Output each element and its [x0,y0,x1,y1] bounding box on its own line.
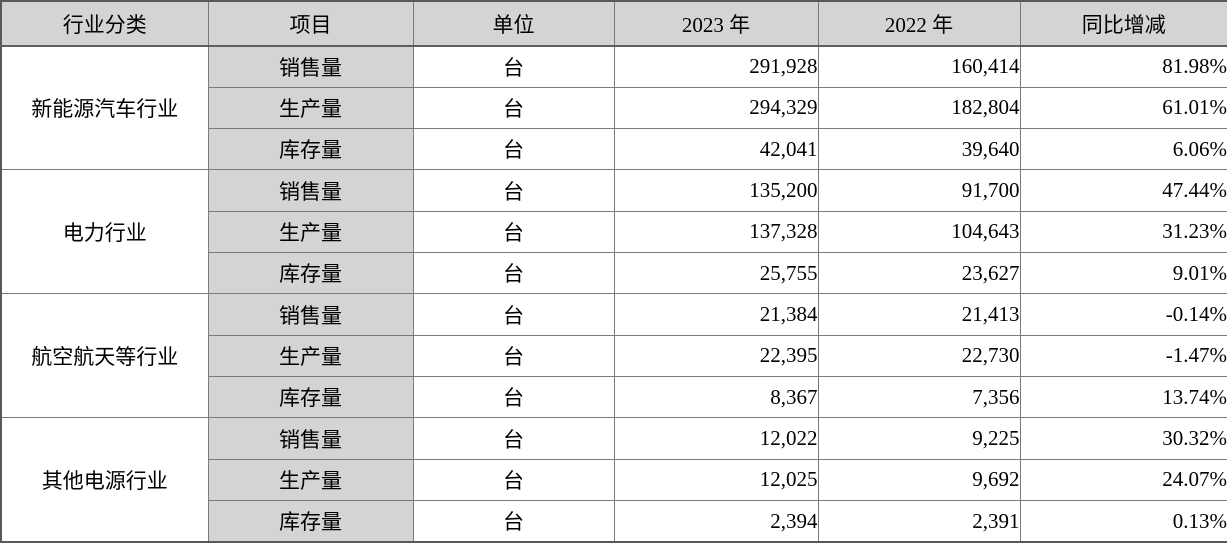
item-cell: 销售量 [207,169,414,212]
item-cell: 销售量 [207,417,414,460]
value-2023-cell: 2,394 [613,500,819,543]
item-cell: 生产量 [207,210,414,254]
header-row: 行业分类 项目 单位 2023 年 2022 年 同比增减 [0,0,1227,47]
industry-cell: 其他电源行业 [0,417,209,543]
table-row: 航空航天等行业 销售量 台 21,384 21,413 -0.14% [0,293,1227,419]
table-row: 生产量 台 22,395 22,730 -1.47% [1,334,1227,378]
item-cell: 库存量 [207,376,414,419]
table-row: 库存量 台 2,394 2,391 0.13% [1,500,1227,543]
value-2022-cell: 21,413 [817,293,1021,336]
yoy-cell: 6.06% [1019,128,1227,171]
yoy-cell: 47.44% [1019,169,1227,212]
item-cell: 销售量 [207,45,414,88]
value-2022-cell: 23,627 [817,252,1021,295]
item-cell: 库存量 [207,500,414,543]
value-2022-cell: 182,804 [817,86,1021,130]
yoy-cell: 30.32% [1019,417,1227,460]
value-2023-cell: 12,022 [613,417,819,460]
unit-cell: 台 [412,169,615,212]
item-cell: 库存量 [207,128,414,171]
value-2022-cell: 104,643 [817,210,1021,254]
value-2023-cell: 42,041 [613,128,819,171]
unit-cell: 台 [412,458,615,502]
item-cell: 生产量 [207,86,414,130]
value-2022-cell: 9,225 [817,417,1021,460]
yoy-cell: -1.47% [1019,334,1227,378]
item-cell: 生产量 [207,334,414,378]
table-row: 库存量 台 25,755 23,627 9.01% [1,252,1227,295]
unit-cell: 台 [412,210,615,254]
yoy-cell: 13.74% [1019,376,1227,419]
value-2023-cell: 8,367 [613,376,819,419]
value-2022-cell: 160,414 [817,45,1021,88]
value-2022-cell: 9,692 [817,458,1021,502]
value-2022-cell: 91,700 [817,169,1021,212]
unit-cell: 台 [412,86,615,130]
yoy-cell: 9.01% [1019,252,1227,295]
value-2023-cell: 135,200 [613,169,819,212]
value-2023-cell: 137,328 [613,210,819,254]
header-industry-classification: 行业分类 [0,0,209,47]
table-row: 电力行业 销售量 台 135,200 91,700 47.44% [0,169,1227,295]
unit-cell: 台 [412,45,615,88]
table-row: 库存量 台 8,367 7,356 13.74% [1,376,1227,419]
value-2023-cell: 294,329 [613,86,819,130]
value-2023-cell: 22,395 [613,334,819,378]
header-yoy-change: 同比增减 [1019,0,1227,47]
table-row: 生产量 台 12,025 9,692 24.07% [1,458,1227,502]
value-2023-cell: 12,025 [613,458,819,502]
value-2023-cell: 21,384 [613,293,819,336]
unit-cell: 台 [412,334,615,378]
yoy-cell: -0.14% [1019,293,1227,336]
unit-cell: 台 [412,500,615,543]
unit-cell: 台 [412,252,615,295]
value-2023-cell: 25,755 [613,252,819,295]
table-row: 新能源汽车行业 销售量 台 291,928 160,414 81.98% [0,45,1227,171]
value-2022-cell: 22,730 [817,334,1021,378]
value-2023-cell: 291,928 [613,45,819,88]
value-2022-cell: 39,640 [817,128,1021,171]
industry-cell: 航空航天等行业 [0,293,209,419]
item-cell: 销售量 [207,293,414,336]
value-2022-cell: 2,391 [817,500,1021,543]
unit-cell: 台 [412,293,615,336]
yoy-cell: 24.07% [1019,458,1227,502]
unit-cell: 台 [412,128,615,171]
item-cell: 库存量 [207,252,414,295]
unit-cell: 台 [412,376,615,419]
yoy-cell: 61.01% [1019,86,1227,130]
table-row: 其他电源行业 销售量 台 12,022 9,225 30.32% [0,417,1227,543]
yoy-cell: 81.98% [1019,45,1227,88]
header-unit: 单位 [412,0,615,47]
table-row: 生产量 台 294,329 182,804 61.01% [1,86,1227,130]
industry-cell: 电力行业 [0,169,209,295]
industry-cell: 新能源汽车行业 [0,45,209,171]
value-2022-cell: 7,356 [817,376,1021,419]
yoy-cell: 0.13% [1019,500,1227,543]
header-year-2023: 2023 年 [613,0,819,47]
unit-cell: 台 [412,417,615,460]
header-year-2022: 2022 年 [817,0,1021,47]
header-item: 项目 [207,0,414,47]
item-cell: 生产量 [207,458,414,502]
yoy-cell: 31.23% [1019,210,1227,254]
